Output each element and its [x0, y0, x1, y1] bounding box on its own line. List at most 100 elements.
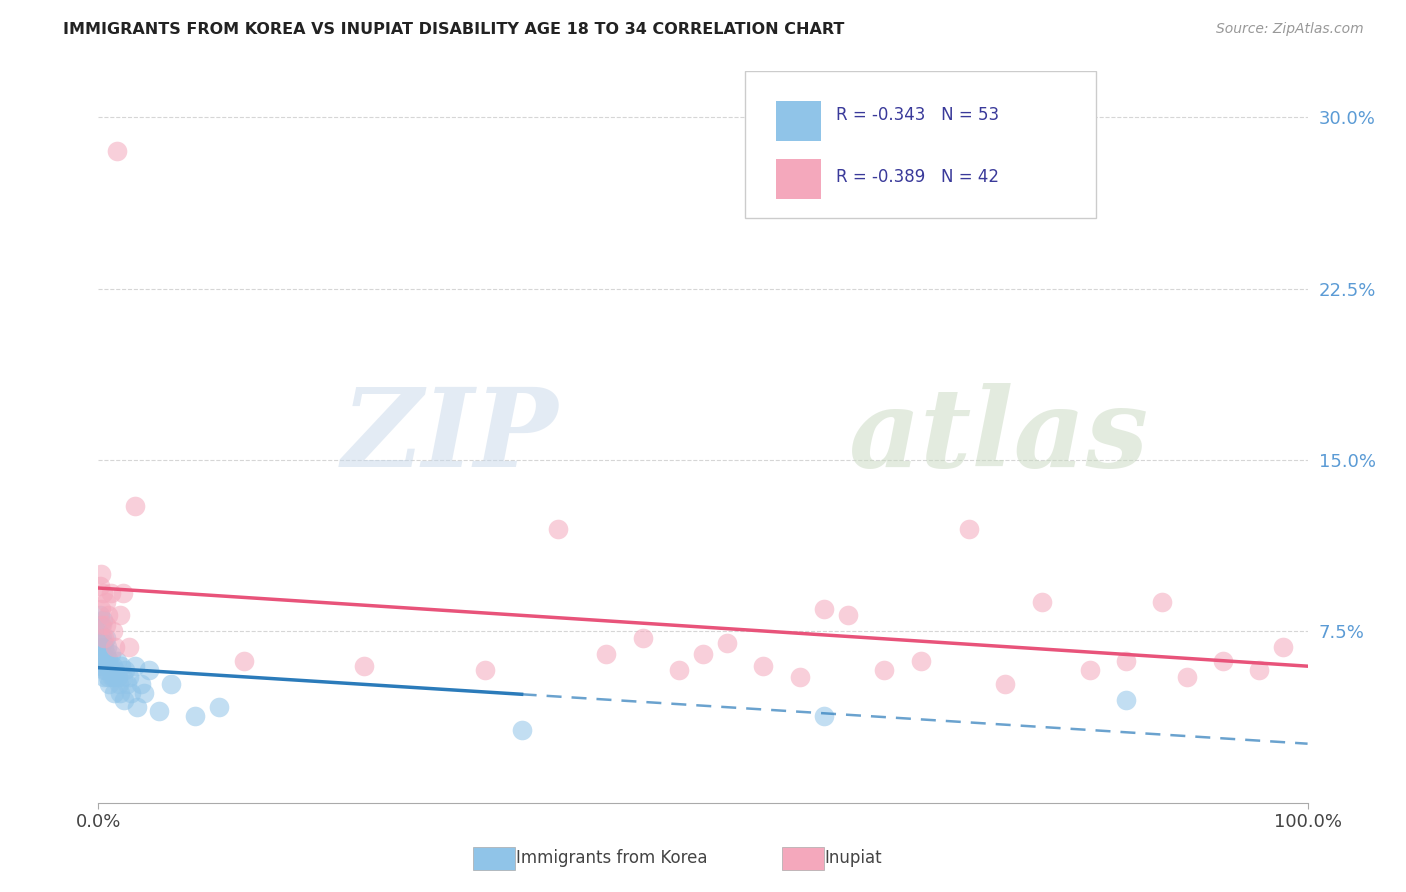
Point [94, 663, 117, 677]
Text: Inupiat: Inupiat [824, 849, 882, 867]
Point [1115, 654, 1137, 668]
Point [510, 723, 533, 737]
Point [813, 709, 835, 723]
Point [90, 567, 112, 582]
Point [474, 663, 496, 677]
Point [105, 654, 128, 668]
Point [94, 632, 117, 646]
Point [124, 499, 146, 513]
Point [110, 658, 132, 673]
Point [138, 663, 160, 677]
Point [232, 654, 254, 668]
Point [837, 608, 859, 623]
Point [100, 670, 122, 684]
Point [1152, 595, 1174, 609]
Point [93, 663, 115, 677]
Point [813, 601, 835, 615]
Point [93, 632, 115, 646]
Point [93, 640, 115, 655]
Point [94, 617, 117, 632]
Point [93, 652, 115, 666]
Point [631, 632, 654, 646]
Point [105, 145, 128, 159]
Point [89, 626, 111, 640]
Point [107, 670, 129, 684]
Point [98, 677, 121, 691]
Point [91, 658, 114, 673]
Point [873, 663, 896, 677]
Point [96, 658, 118, 673]
Point [117, 677, 139, 691]
Point [108, 608, 131, 623]
Point [91, 647, 114, 661]
Point [103, 686, 125, 700]
Point [957, 521, 980, 535]
Point [120, 686, 142, 700]
Point [1212, 654, 1234, 668]
Point [91, 654, 114, 668]
Point [94, 647, 117, 661]
Point [184, 709, 207, 723]
Point [101, 658, 124, 673]
Text: R = -0.389   N = 42: R = -0.389 N = 42 [837, 169, 1000, 186]
Text: IMMIGRANTS FROM KOREA VS INUPIAT DISABILITY AGE 18 TO 34 CORRELATION CHART: IMMIGRANTS FROM KOREA VS INUPIAT DISABIL… [63, 22, 845, 37]
Text: atlas: atlas [848, 384, 1149, 491]
Point [104, 640, 127, 655]
Point [98, 658, 121, 673]
Point [910, 654, 932, 668]
Point [1078, 663, 1101, 677]
Point [789, 670, 811, 684]
Point [90, 617, 112, 632]
Point [1249, 663, 1271, 677]
Point [89, 608, 111, 623]
Point [752, 658, 775, 673]
Point [547, 521, 569, 535]
Point [101, 624, 124, 639]
Point [668, 663, 690, 677]
Point [1272, 640, 1295, 655]
Point [96, 640, 118, 655]
Point [1031, 595, 1053, 609]
Point [108, 686, 131, 700]
FancyBboxPatch shape [776, 159, 821, 200]
Point [100, 647, 122, 661]
FancyBboxPatch shape [745, 71, 1097, 218]
Point [1175, 670, 1198, 684]
Point [1115, 693, 1137, 707]
Point [91, 636, 114, 650]
Point [100, 663, 122, 677]
Point [111, 670, 134, 684]
Point [595, 647, 617, 661]
FancyBboxPatch shape [776, 101, 821, 141]
Point [353, 658, 375, 673]
Point [112, 693, 135, 707]
Point [127, 699, 149, 714]
Point [93, 670, 115, 684]
Point [97, 670, 120, 684]
Point [104, 663, 127, 677]
Point [108, 677, 131, 691]
Point [111, 585, 134, 599]
Point [90, 601, 112, 615]
Point [148, 705, 170, 719]
Text: Source: ZipAtlas.com: Source: ZipAtlas.com [1216, 22, 1364, 37]
Point [90, 640, 112, 655]
Text: ZIP: ZIP [342, 384, 558, 491]
Point [97, 652, 120, 666]
Point [91, 632, 114, 646]
Point [118, 670, 141, 684]
Point [114, 663, 136, 677]
Point [97, 608, 120, 623]
Point [160, 677, 183, 691]
Point [89, 579, 111, 593]
Point [91, 617, 114, 632]
Point [91, 613, 114, 627]
Text: Immigrants from Korea: Immigrants from Korea [516, 849, 707, 867]
Point [94, 595, 117, 609]
Point [118, 640, 141, 655]
Point [129, 677, 152, 691]
Point [208, 699, 231, 714]
Point [716, 636, 738, 650]
Point [134, 686, 156, 700]
Point [692, 647, 714, 661]
